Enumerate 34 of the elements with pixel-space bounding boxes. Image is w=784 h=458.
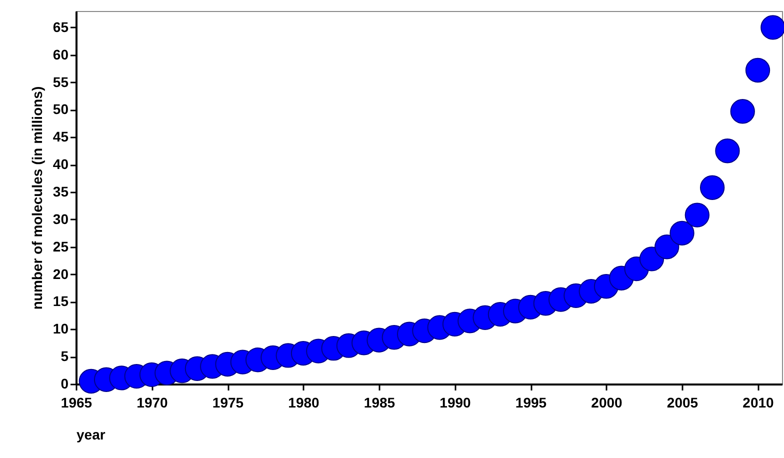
point	[715, 138, 740, 164]
x-tick-label: 2005	[666, 394, 698, 410]
x-tick-label: 2010	[742, 394, 774, 410]
x-tick-label: 2000	[591, 394, 623, 410]
x-tick-label: 1990	[440, 394, 472, 410]
y-tick-label: 40	[52, 156, 69, 172]
point	[745, 58, 770, 83]
x-axis-title: year	[76, 426, 106, 442]
x-tick-label: 1970	[136, 394, 168, 410]
x-tick-label: 1995	[515, 394, 547, 410]
y-tick-label: 20	[52, 266, 69, 282]
y-tick-label: 55	[52, 74, 69, 90]
x-tick-label: 1975	[212, 394, 244, 410]
point	[760, 15, 784, 40]
x-tick-label: 1965	[60, 394, 92, 410]
y-tick-label: 60	[52, 46, 69, 62]
point	[670, 220, 694, 246]
point	[654, 234, 680, 260]
y-tick-label: 65	[52, 18, 69, 35]
point	[730, 99, 755, 124]
y-tick-label: 25	[52, 238, 69, 254]
y-tick-label: 50	[52, 101, 69, 118]
y-tick-label: 30	[52, 210, 69, 227]
y-axis-title: number of molecules (in millions)	[28, 86, 45, 310]
y-tick-label: 10	[52, 320, 69, 337]
y-tick-label: 0	[60, 376, 69, 392]
x-tick-label: 1980	[288, 394, 320, 410]
y-tick-label: 5	[60, 348, 69, 364]
y-tick-label: 35	[52, 184, 69, 200]
point	[700, 175, 725, 200]
x-tick-label: 1985	[364, 394, 396, 410]
y-tick-label: 15	[52, 293, 69, 310]
point	[684, 202, 710, 228]
y-tick-label: 45	[52, 128, 69, 145]
